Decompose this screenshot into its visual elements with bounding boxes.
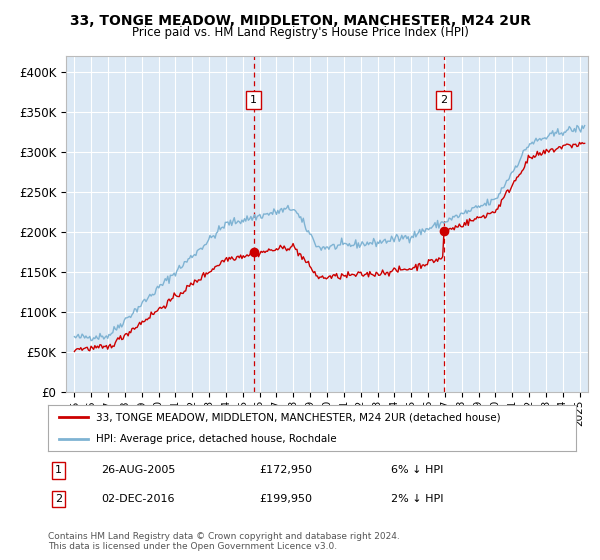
Text: This data is licensed under the Open Government Licence v3.0.: This data is licensed under the Open Gov… [48, 542, 337, 551]
Text: Price paid vs. HM Land Registry's House Price Index (HPI): Price paid vs. HM Land Registry's House … [131, 26, 469, 39]
Text: 1: 1 [55, 465, 62, 475]
Text: 2: 2 [440, 95, 447, 105]
Text: 26-AUG-2005: 26-AUG-2005 [101, 465, 175, 475]
Text: 1: 1 [250, 95, 257, 105]
Text: HPI: Average price, detached house, Rochdale: HPI: Average price, detached house, Roch… [95, 435, 336, 444]
Text: 33, TONGE MEADOW, MIDDLETON, MANCHESTER, M24 2UR: 33, TONGE MEADOW, MIDDLETON, MANCHESTER,… [70, 14, 530, 28]
Text: Contains HM Land Registry data © Crown copyright and database right 2024.: Contains HM Land Registry data © Crown c… [48, 532, 400, 541]
Text: 2: 2 [55, 494, 62, 504]
Text: £199,950: £199,950 [259, 494, 312, 504]
Text: 6% ↓ HPI: 6% ↓ HPI [391, 465, 443, 475]
Text: 2% ↓ HPI: 2% ↓ HPI [391, 494, 444, 504]
Text: 33, TONGE MEADOW, MIDDLETON, MANCHESTER, M24 2UR (detached house): 33, TONGE MEADOW, MIDDLETON, MANCHESTER,… [95, 412, 500, 422]
Text: 02-DEC-2016: 02-DEC-2016 [101, 494, 175, 504]
Text: £172,950: £172,950 [259, 465, 312, 475]
